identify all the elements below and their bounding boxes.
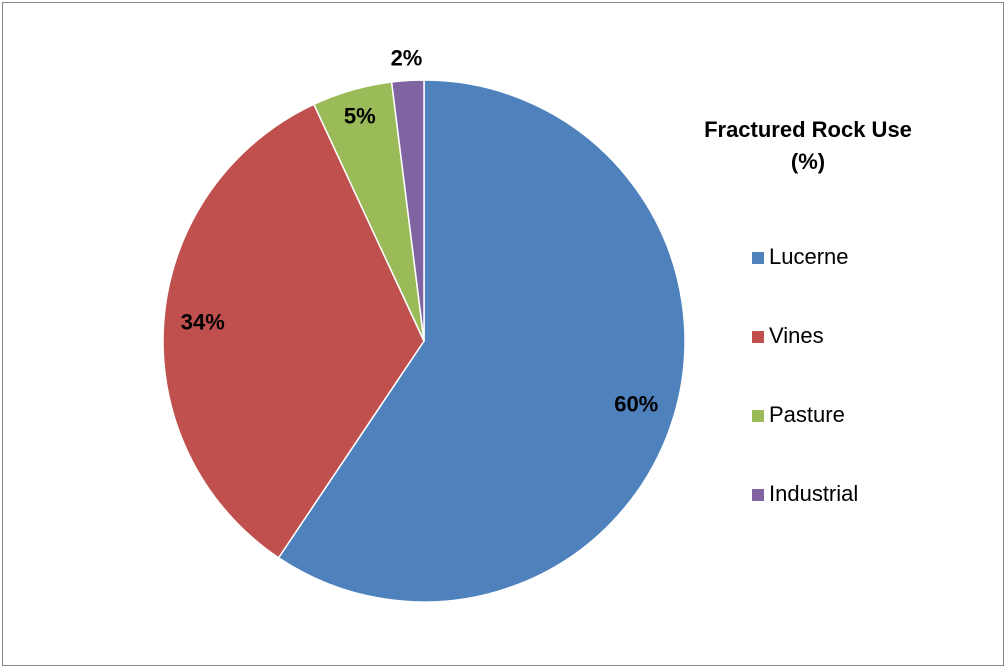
data-label: 34%: [181, 310, 225, 335]
legend-label: Pasture: [769, 402, 845, 427]
data-label: 2%: [391, 45, 423, 70]
legend-label: Industrial: [769, 481, 858, 506]
legend-swatch: [752, 489, 764, 501]
legend-swatch: [752, 252, 764, 264]
pie-slice: [277, 79, 686, 603]
legend-label: Vines: [769, 323, 824, 348]
pie-slice: [390, 79, 425, 342]
legend-label: Lucerne: [769, 244, 849, 269]
chart-title: Fractured Rock Use (%): [704, 117, 912, 174]
data-label: 60%: [614, 391, 658, 416]
legend-swatch: [752, 331, 764, 343]
legend-swatch: [752, 410, 764, 422]
pie-slice: [162, 103, 425, 559]
data-label: 5%: [344, 104, 376, 129]
